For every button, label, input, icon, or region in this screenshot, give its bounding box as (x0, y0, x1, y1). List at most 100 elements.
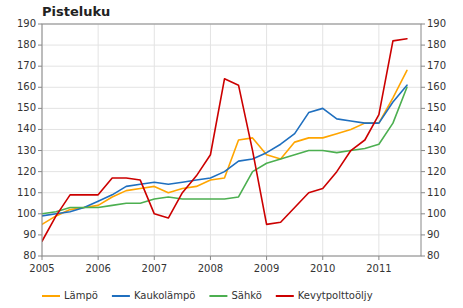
tick-label: 190 (427, 18, 446, 29)
tick (38, 45, 42, 46)
grid-line (42, 66, 421, 67)
tick-label: 2010 (310, 263, 335, 274)
chart: 80 90 100 110 120 130 140 150 160 170 180 190 80 90 10… (0, 0, 463, 308)
grid-line (154, 24, 155, 256)
grid (42, 24, 421, 256)
tick (38, 108, 42, 109)
tick (42, 256, 43, 260)
tick-label: 2007 (142, 263, 167, 274)
tick-label: 2008 (198, 263, 223, 274)
tick-label: 2009 (254, 263, 279, 274)
tick (378, 256, 379, 260)
legend: Lämpö Kaukolämpö Sähkö Kevytpolttoöljy (42, 290, 373, 301)
tick-label: 110 (427, 187, 446, 198)
grid-line (42, 150, 421, 151)
tick (421, 66, 425, 67)
tick (38, 171, 42, 172)
page: {"chart_data": { "type": "line", "title"… (0, 0, 463, 308)
grid-line (42, 108, 421, 109)
tick-label: 160 (427, 81, 446, 92)
tick-label: 80 (427, 250, 440, 261)
series-line (42, 70, 407, 224)
y-axis: 80 90 100 110 120 130 140 150 160 170 180 190 (17, 18, 42, 261)
tick-label: 2005 (29, 263, 54, 274)
tick-label: 140 (17, 123, 36, 134)
plot-frame (42, 24, 421, 256)
series-line (42, 39, 407, 241)
tick-label: 160 (17, 81, 36, 92)
y2-axis: 80 90 100 110 120 130 140 150 160 170 180 190 (421, 18, 446, 261)
lines (42, 39, 407, 241)
tick-label: 150 (427, 102, 446, 113)
legend-swatch (276, 295, 294, 297)
tick (421, 24, 425, 25)
tick (421, 129, 425, 130)
legend-item: Lämpö (42, 290, 98, 301)
legend-swatch (112, 295, 130, 297)
tick (38, 150, 42, 151)
tick (421, 213, 425, 214)
tick (98, 256, 99, 260)
tick-label: 80 (23, 250, 36, 261)
tick (266, 256, 267, 260)
tick (322, 256, 323, 260)
legend-item: Kevytpolttoöljy (276, 290, 373, 301)
grid-line (210, 24, 211, 256)
tick (421, 87, 425, 88)
tick-label: 90 (23, 229, 36, 240)
grid-line (42, 87, 421, 88)
tick-label: 130 (427, 145, 446, 156)
tick (421, 171, 425, 172)
grid-line (98, 24, 99, 256)
legend-item: Kaukolämpö (112, 290, 196, 301)
tick-label: 110 (17, 187, 36, 198)
legend-label: Kaukolämpö (134, 290, 196, 301)
tick-label: 2011 (366, 263, 391, 274)
x-axis: 2005 2006 2007 2008 2009 2010 2011 (29, 256, 391, 274)
tick (154, 256, 155, 260)
tick-label: 180 (427, 39, 446, 50)
tick (38, 87, 42, 88)
tick-label: 170 (427, 60, 446, 71)
grid-line (322, 24, 323, 256)
series-line (42, 85, 407, 216)
tick (38, 234, 42, 235)
title: Pisteluku (42, 4, 110, 19)
legend-swatch (209, 295, 227, 297)
tick (38, 24, 42, 25)
grid-line (378, 24, 379, 256)
grid-line (42, 234, 421, 235)
grid-line (42, 213, 421, 214)
tick-label: 150 (17, 102, 36, 113)
tick-label: 100 (427, 208, 446, 219)
tick-label: 120 (17, 166, 36, 177)
tick-label: 130 (17, 145, 36, 156)
legend-label: Kevytpolttoöljy (298, 290, 373, 301)
tick-label: 2006 (85, 263, 110, 274)
tick (421, 256, 425, 257)
tick (421, 192, 425, 193)
grid-line (42, 129, 421, 130)
tick-label: 120 (427, 166, 446, 177)
tick-label: 100 (17, 208, 36, 219)
tick (421, 108, 425, 109)
tick-label: 90 (427, 229, 440, 240)
tick-label: 180 (17, 39, 36, 50)
legend-label: Lämpö (64, 290, 98, 301)
tick-label: 190 (17, 18, 36, 29)
tick-label: 170 (17, 60, 36, 71)
tick (210, 256, 211, 260)
tick (38, 256, 42, 257)
legend-swatch (42, 295, 60, 297)
tick (38, 192, 42, 193)
tick (421, 150, 425, 151)
tick (38, 66, 42, 67)
tick (38, 213, 42, 214)
grid-line (42, 45, 421, 46)
grid-line (42, 171, 421, 172)
tick-label: 140 (427, 123, 446, 134)
tick (38, 129, 42, 130)
tick (421, 45, 425, 46)
legend-label: Sähkö (231, 290, 261, 301)
legend-item: Sähkö (209, 290, 261, 301)
